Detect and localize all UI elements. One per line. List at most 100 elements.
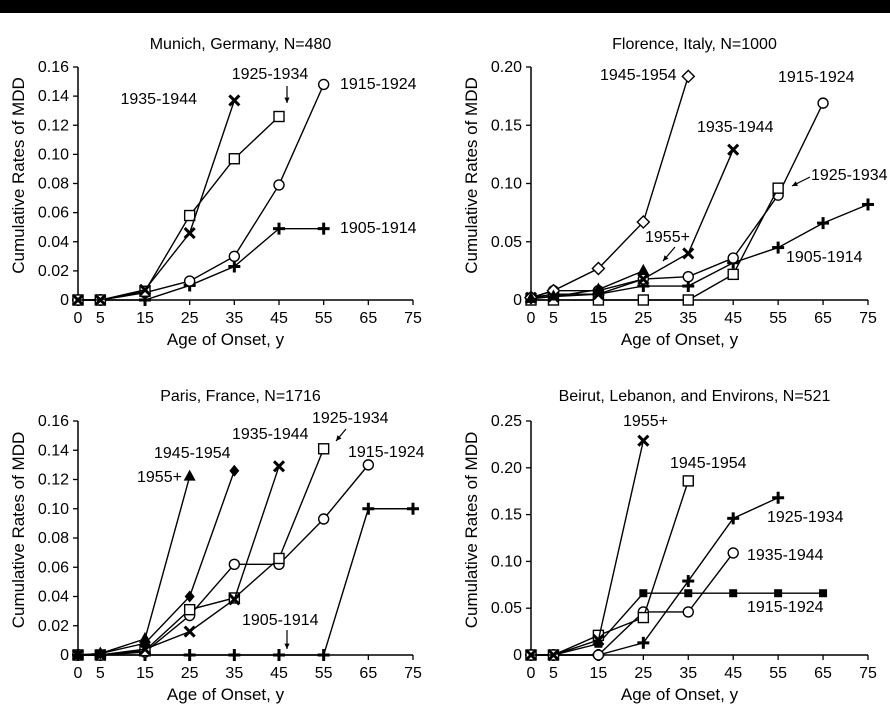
x-tick-label: 5 (549, 310, 558, 327)
x-axis-label: Age of Onset, y (621, 330, 739, 349)
data-point (682, 575, 695, 588)
y-tick-label: 0.08 (38, 530, 69, 547)
y-tick-label: 0 (60, 292, 69, 309)
y-tick-label: 0.16 (38, 59, 69, 76)
y-tick-label: 0 (513, 647, 522, 664)
data-point (727, 143, 740, 156)
x-tick-label: 75 (404, 665, 422, 682)
data-point (362, 502, 375, 515)
y-tick-label: 0.08 (38, 176, 69, 193)
series-line (530, 270, 644, 300)
data-point (636, 214, 651, 229)
y-tick-label: 0.20 (491, 59, 522, 76)
data-point (139, 631, 151, 643)
data-point (729, 589, 738, 598)
series-1955+ (525, 263, 650, 303)
data-point (772, 491, 785, 504)
series-1945-1954 (525, 475, 694, 661)
x-tick-label: 45 (270, 310, 288, 327)
y-tick-label: 0.06 (38, 205, 69, 222)
y-tick-label: 0 (60, 647, 69, 664)
series-line (530, 102, 824, 299)
series-label: 1935-1944 (747, 547, 824, 564)
y-tick-label: 0.10 (38, 146, 69, 163)
data-point (772, 241, 785, 254)
data-point (819, 589, 828, 598)
y-axis-label: Cumulative Rates of MDD (462, 432, 481, 629)
y-tick-label: 0.12 (38, 472, 69, 489)
series-1955+ (524, 434, 650, 662)
data-point (228, 593, 241, 606)
label-arrowhead (284, 97, 290, 103)
label-arrowhead (792, 181, 798, 186)
series-label: 1925-1934 (232, 66, 309, 83)
series-1905-1914 (72, 222, 330, 306)
series-1925-1934 (72, 110, 285, 306)
data-point (273, 179, 285, 191)
data-point (229, 464, 240, 477)
series-line (77, 470, 235, 656)
data-point (273, 222, 285, 235)
x-tick-label: 15 (136, 310, 154, 327)
data-point (772, 182, 784, 194)
series-1955+ (72, 469, 196, 659)
y-tick-label: 0.05 (491, 600, 522, 617)
data-point (637, 294, 650, 306)
x-tick-label: 25 (634, 310, 652, 327)
x-tick-label: 25 (181, 665, 199, 682)
data-point (317, 222, 330, 235)
x-tick-label: 55 (315, 665, 333, 682)
series-line (78, 84, 325, 301)
x-tick-label: 25 (634, 665, 652, 682)
series-label: 1905-1914 (786, 249, 863, 266)
y-tick-label: 0.12 (38, 117, 69, 134)
x-tick-label: 65 (814, 665, 832, 682)
y-tick-label: 0.14 (38, 442, 69, 459)
x-tick-label: 65 (359, 665, 377, 682)
x-tick-label: 15 (590, 310, 608, 327)
data-point (71, 293, 85, 307)
data-point (637, 272, 650, 286)
y-tick-label: 0.16 (38, 413, 69, 430)
series-label: 1915-1924 (348, 444, 425, 461)
series-1915-1924 (525, 97, 829, 304)
series-1905-1914 (72, 502, 419, 661)
series-line (531, 552, 734, 656)
data-point (682, 271, 694, 283)
data-point (407, 502, 419, 515)
series-1945-1954 (524, 69, 696, 305)
data-point (591, 261, 606, 276)
series-label: 1935-1944 (697, 119, 774, 136)
data-point (228, 649, 241, 661)
data-point (547, 648, 560, 662)
series-1915-1924 (72, 459, 375, 661)
x-tick-label: 5 (96, 665, 105, 682)
series-1935-1944 (525, 547, 739, 661)
series-line (531, 480, 689, 656)
data-point (273, 552, 285, 565)
chart-title: Beirut, Lebanon, and Environs, N=521 (559, 388, 831, 405)
series-label: 1915-1924 (747, 599, 824, 616)
x-tick-label: 35 (225, 665, 243, 682)
series-label: 1955+ (623, 413, 668, 430)
data-point (637, 611, 650, 624)
x-tick-label: 75 (859, 665, 877, 682)
data-point (682, 294, 694, 306)
data-point (637, 636, 650, 649)
data-point (727, 268, 739, 281)
y-tick-label: 0.10 (38, 501, 69, 518)
data-point (228, 94, 241, 107)
x-axis-label: Age of Onset, y (167, 330, 285, 349)
series-label: 1935-1944 (232, 426, 309, 443)
y-tick-label: 0.04 (38, 589, 69, 606)
y-tick-label: 0 (513, 292, 522, 309)
y-tick-label: 0.06 (38, 559, 69, 576)
y-axis-label: Cumulative Rates of MDD (9, 77, 28, 274)
series-line (530, 76, 689, 299)
data-point (774, 589, 783, 598)
series-label: 1955+ (645, 229, 690, 246)
y-tick-label: 0.10 (491, 553, 522, 570)
data-point (594, 639, 603, 648)
